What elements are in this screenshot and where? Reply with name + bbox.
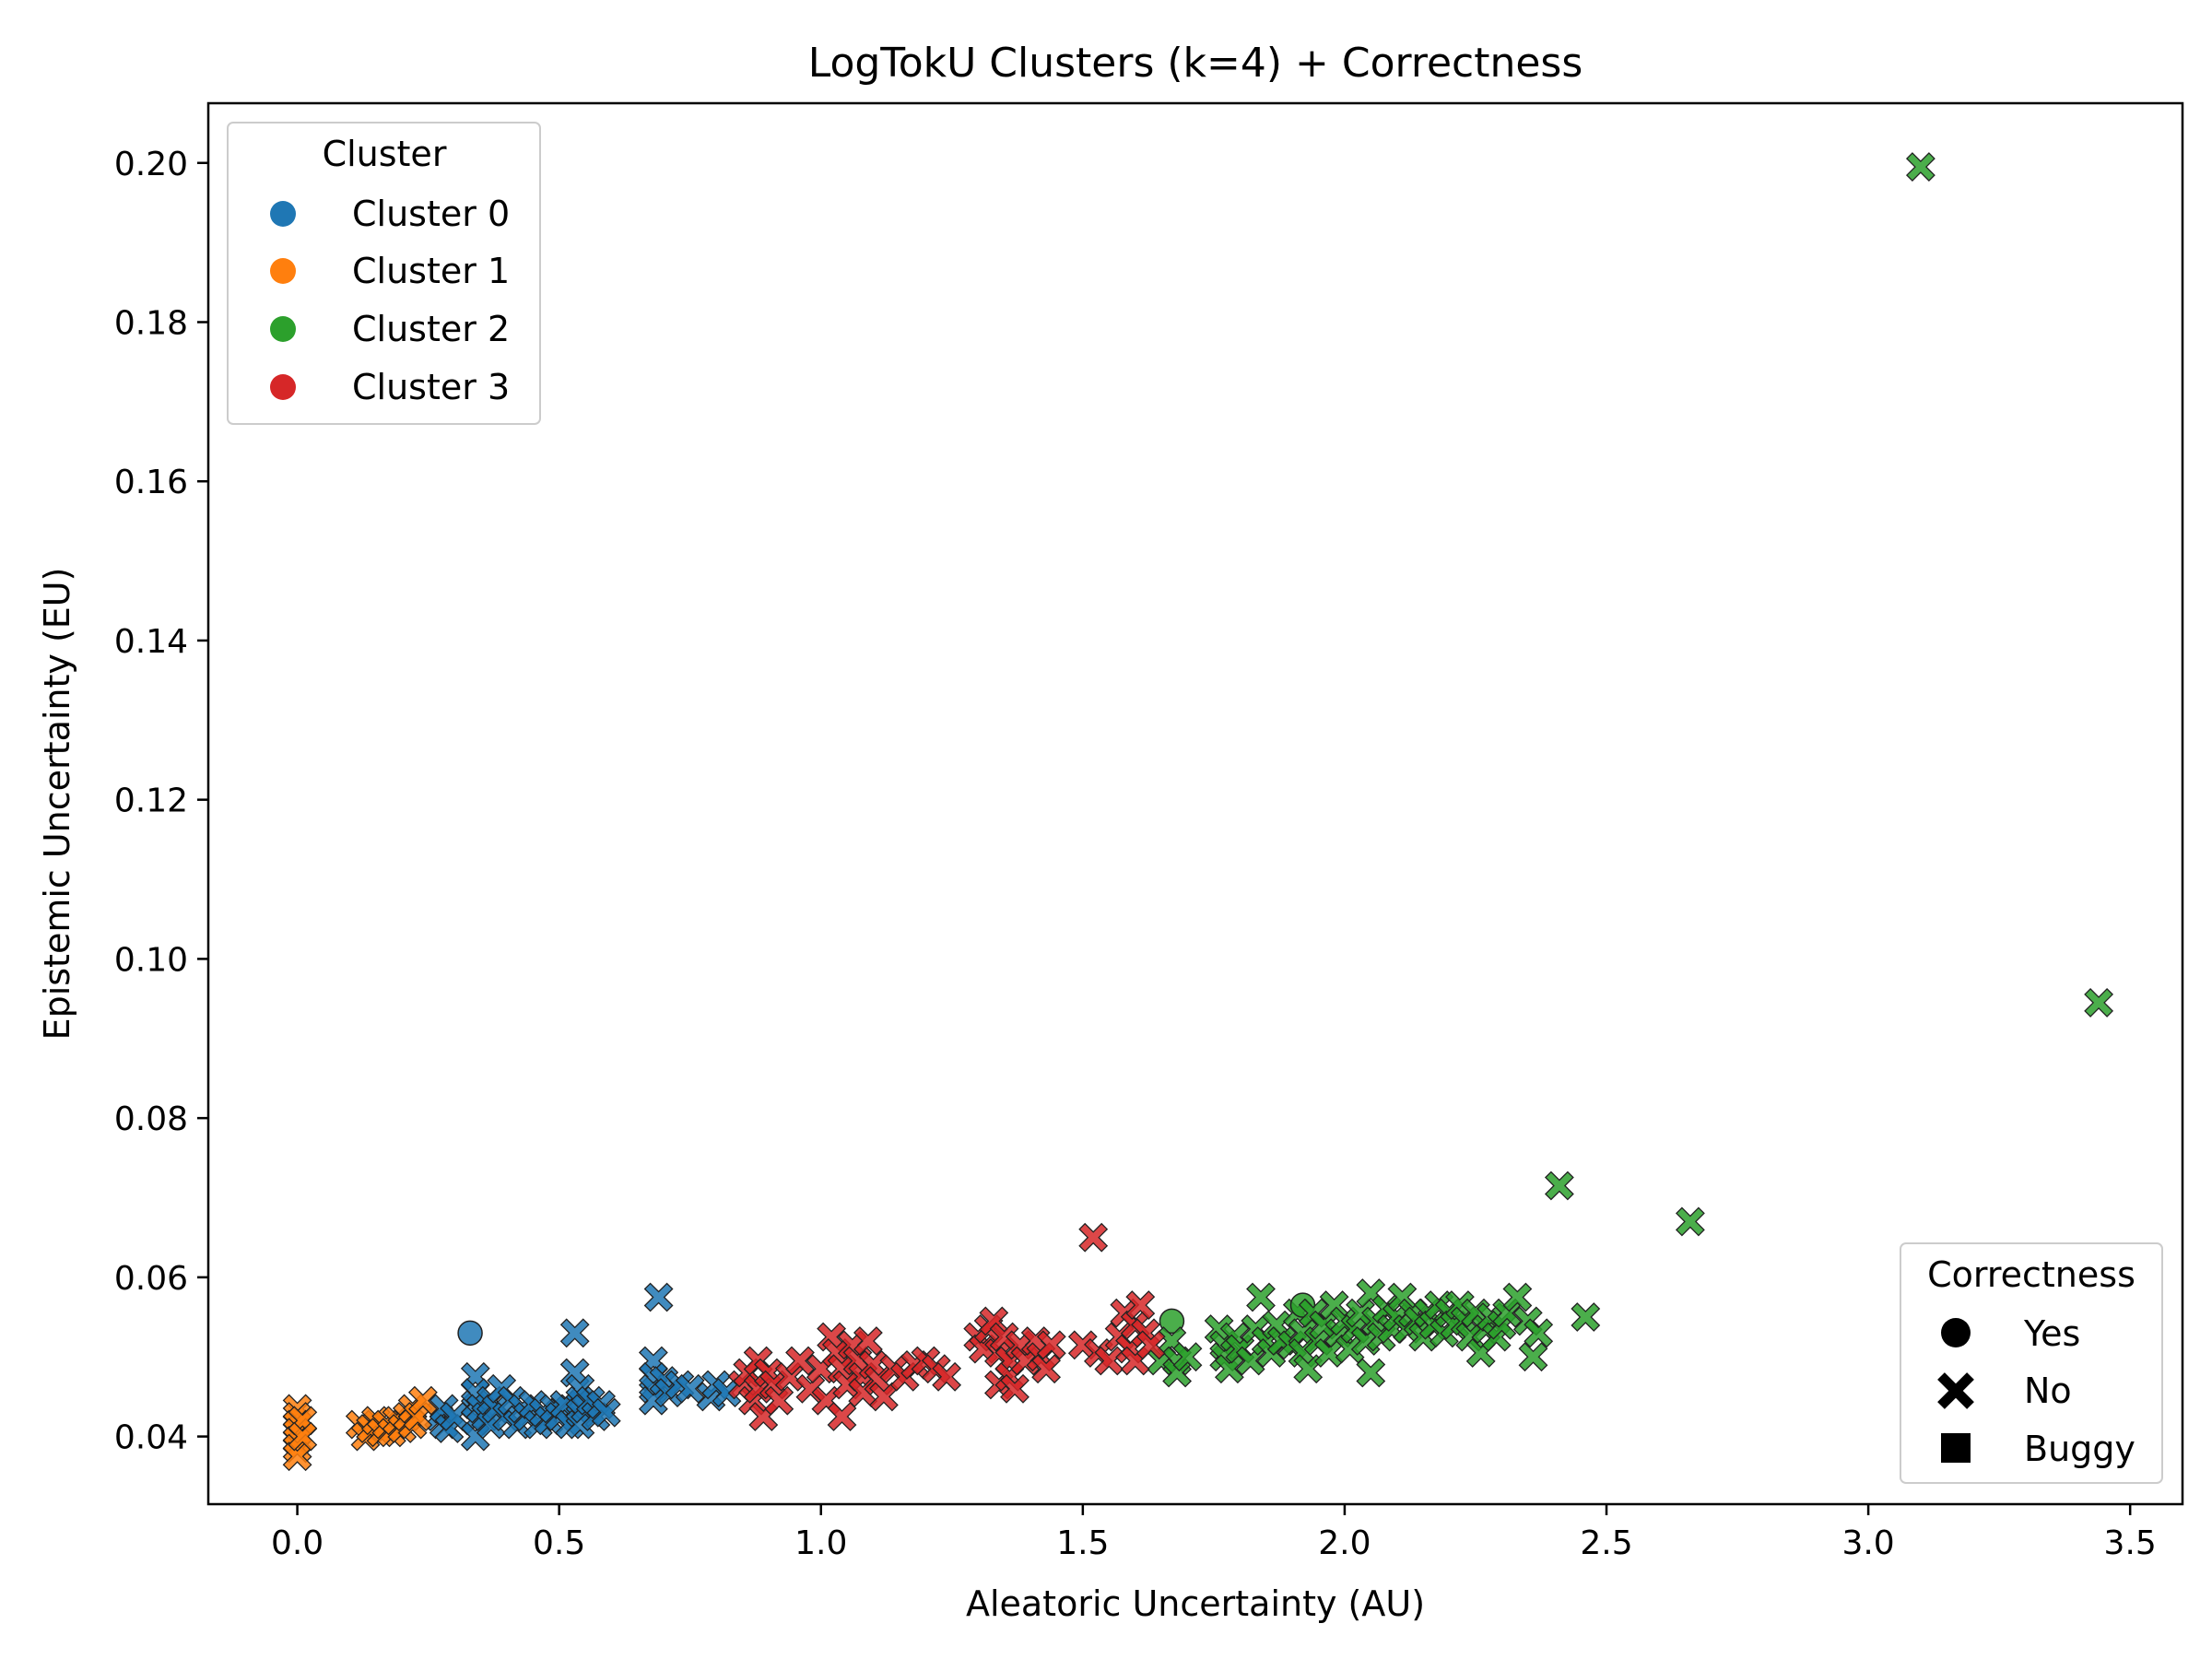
cluster-2-point-no	[1524, 1318, 1554, 1348]
cluster-2-point-no	[2084, 987, 2114, 1018]
legend-cluster-3-label: Cluster 3	[352, 367, 510, 407]
cluster-2-point-no	[1518, 1342, 1548, 1372]
cluster-2-point-yes	[1159, 1308, 1185, 1335]
cluster-3-point-no	[1135, 1330, 1166, 1360]
cluster-2-point-no	[1675, 1206, 1705, 1237]
legend-no-label: No	[2024, 1371, 2072, 1411]
cluster-2-point-no	[1293, 1354, 1324, 1384]
legend-cluster: Cluster Cluster 0 Cluster 1 Cluster 2 Cl…	[227, 122, 541, 425]
data-marks	[282, 152, 2114, 1472]
cluster-2-point-no	[1335, 1334, 1365, 1364]
legend-buggy-label: Buggy	[2024, 1429, 2136, 1469]
cluster-2-point-no	[1356, 1358, 1386, 1388]
legend-cluster-0-marker	[270, 201, 296, 227]
legend-buggy-marker	[1941, 1433, 1971, 1463]
x-tick-label: 0.0	[271, 1524, 324, 1562]
cluster-3-point-no	[1078, 1222, 1109, 1253]
cluster-3-point-no	[785, 1346, 815, 1376]
legend-cluster-1-marker	[270, 258, 296, 284]
cluster-0-point-no	[675, 1373, 705, 1404]
x-axis-label: Aleatoric Uncertainty (AU)	[966, 1583, 1425, 1624]
x-tick-label: 3.0	[1841, 1524, 1894, 1562]
chart-title: LogTokU Clusters (k=4) + Correctness	[808, 40, 1583, 87]
legend-cluster-2-marker	[270, 316, 296, 342]
x-tick-label: 2.5	[1580, 1524, 1632, 1562]
x-tick-label: 1.0	[794, 1524, 847, 1562]
cluster-1-point-no	[407, 1385, 438, 1416]
x-axis: 0.0 0.5 1.0 1.5 2.0 2.5 3.0 3.5	[271, 1504, 2157, 1562]
cluster-3-point-no	[827, 1402, 857, 1431]
y-tick-label: 0.16	[114, 464, 188, 501]
cluster-0-point-no	[591, 1397, 621, 1428]
cluster-2-point-no	[1172, 1342, 1203, 1372]
cluster-3-point-no	[1000, 1373, 1030, 1404]
cluster-1-point-no	[282, 1441, 312, 1472]
legend-cluster-0-label: Cluster 0	[352, 194, 510, 234]
cluster-2-point-no	[1502, 1282, 1533, 1312]
legend-yes-marker	[1941, 1318, 1971, 1347]
y-tick-label: 0.18	[114, 305, 188, 343]
legend-cluster-box	[227, 122, 541, 425]
x-tick-label: 2.0	[1318, 1524, 1371, 1562]
y-axis: 0.04 0.06 0.08 0.10 0.12 0.14 0.16 0.18 0.20	[114, 146, 208, 1457]
cluster-3-point-no	[853, 1326, 883, 1356]
cluster-2-point-no	[1214, 1354, 1244, 1384]
y-tick-label: 0.08	[114, 1100, 188, 1138]
cluster-0-point-no	[712, 1378, 742, 1408]
legend-cluster-3-marker	[270, 374, 296, 400]
legend-correctness-box	[1900, 1242, 2163, 1484]
cluster-0-point-no	[643, 1282, 674, 1312]
cluster-3-point-no	[1125, 1290, 1156, 1321]
legend-yes-label: Yes	[2023, 1313, 2080, 1354]
y-tick-label: 0.12	[114, 782, 188, 820]
cluster-1-point-no	[288, 1421, 318, 1452]
cluster-0-point-no	[638, 1385, 668, 1416]
cluster-2-point-no	[1246, 1282, 1276, 1312]
cluster-2-point-no	[1905, 152, 1936, 182]
legend-cluster-1-label: Cluster 1	[352, 251, 510, 291]
legend-no-marker	[1937, 1372, 1974, 1409]
x-tick-label: 1.5	[1056, 1524, 1109, 1562]
cluster-3-point-no	[1031, 1354, 1062, 1384]
cluster-2-point-no	[1544, 1171, 1574, 1201]
cluster-3-point-no	[932, 1361, 962, 1392]
y-tick-label: 0.10	[114, 941, 188, 979]
cluster-0-point-no	[559, 1318, 590, 1348]
cluster-2-point-no	[1571, 1302, 1601, 1332]
cluster-3-point-no	[1036, 1330, 1066, 1360]
legend-cluster-2-label: Cluster 2	[352, 309, 510, 349]
x-tick-label: 0.5	[533, 1524, 585, 1562]
y-tick-label: 0.04	[114, 1419, 188, 1457]
x-tick-label: 3.5	[2104, 1524, 2157, 1562]
y-axis-label: Epistemic Uncertainty (EU)	[37, 568, 77, 1041]
plot-frame	[206, 101, 2184, 1506]
legend-cluster-title: Cluster	[323, 134, 447, 174]
cluster-0-point-yes	[457, 1320, 483, 1347]
cluster-3-point-no	[764, 1385, 794, 1416]
legend-correctness-title: Correctness	[1927, 1254, 2136, 1295]
cluster-3-point-no	[868, 1382, 899, 1412]
y-tick-label: 0.14	[114, 623, 188, 661]
y-tick-label: 0.20	[114, 146, 188, 183]
legend-correctness: Correctness Yes No Buggy	[1900, 1242, 2163, 1484]
y-tick-label: 0.06	[114, 1260, 188, 1298]
